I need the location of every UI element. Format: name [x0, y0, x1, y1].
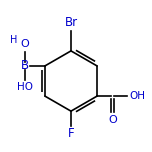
Text: F: F [68, 127, 74, 140]
Text: OH: OH [129, 91, 145, 101]
Text: H: H [10, 35, 18, 45]
Text: B: B [21, 59, 29, 73]
Text: HO: HO [17, 82, 33, 92]
Text: O: O [108, 115, 117, 125]
Text: Br: Br [64, 16, 78, 29]
Text: O: O [20, 39, 29, 49]
